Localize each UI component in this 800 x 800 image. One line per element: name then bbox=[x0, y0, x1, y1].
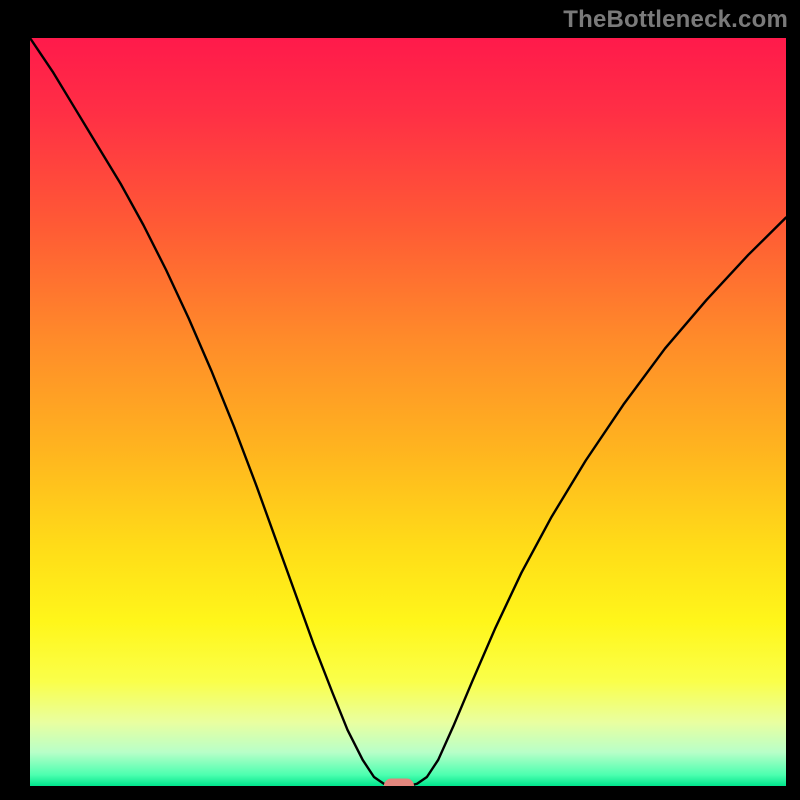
chart-frame: TheBottleneck.com bbox=[0, 0, 800, 800]
optimal-marker bbox=[384, 779, 414, 786]
watermark-text: TheBottleneck.com bbox=[563, 6, 788, 34]
gradient-background bbox=[30, 38, 786, 786]
bottleneck-chart bbox=[30, 38, 786, 786]
